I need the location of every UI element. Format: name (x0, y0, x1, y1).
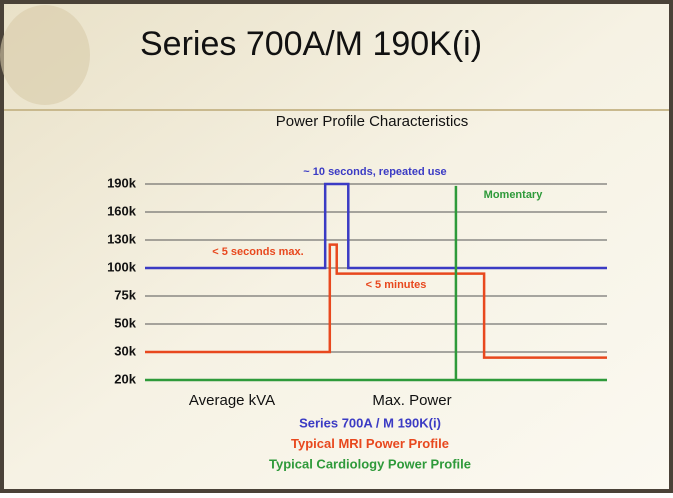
axis-label: Max. Power (372, 392, 451, 409)
annotation: < 5 seconds max. (212, 246, 303, 258)
legend-entry: Typical MRI Power Profile (291, 436, 449, 451)
y-tick-label: 30k (114, 343, 136, 358)
series-line (145, 185, 607, 382)
y-tick-label: 100k (107, 259, 137, 274)
y-tick-label: 75k (114, 287, 136, 302)
chart-subtitle: Power Profile Characteristics (276, 113, 469, 130)
legend-entry: Typical Cardiology Power Profile (269, 456, 471, 471)
y-tick-label: 50k (114, 315, 136, 330)
y-tick-label: 20k (114, 371, 136, 386)
annotation: Momentary (484, 189, 544, 201)
y-tick-label: 190k (107, 175, 137, 190)
decoration (0, 5, 90, 105)
slide-title: Series 700A/M 190K(i) (140, 25, 482, 63)
series-line (145, 182, 607, 270)
y-tick-label: 130k (107, 231, 137, 246)
axis-label: Average kVA (189, 392, 275, 409)
annotation: < 5 minutes (366, 279, 427, 291)
series-line (145, 243, 607, 359)
annotation: ~ 10 seconds, repeated use (303, 166, 446, 178)
y-tick-label: 160k (107, 203, 137, 218)
legend-entry: Series 700A / M 190K(i) (299, 415, 441, 430)
